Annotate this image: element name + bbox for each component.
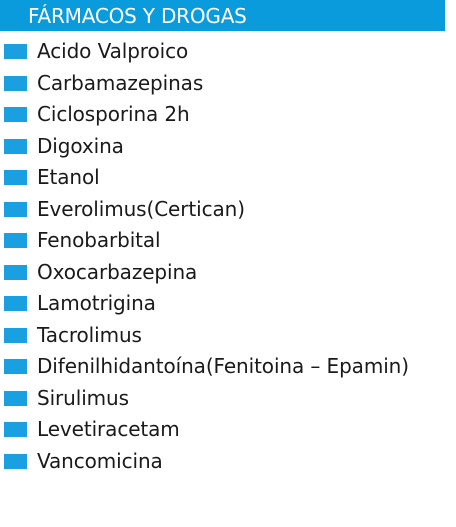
square-bullet-icon <box>4 233 27 248</box>
square-bullet-icon <box>4 265 27 280</box>
list-item-label: Digoxina <box>37 132 124 160</box>
list-item-label: Difenilhidantoína(Fenitoina – Epamin) <box>37 352 409 380</box>
list-item-label: Ciclosporina 2h <box>37 100 190 128</box>
square-bullet-icon <box>4 107 27 122</box>
square-bullet-icon <box>4 391 27 406</box>
square-bullet-icon <box>4 202 27 217</box>
square-bullet-icon <box>4 139 27 154</box>
list-item-label: Etanol <box>37 163 100 191</box>
list-item-label: Oxocarbazepina <box>37 258 197 286</box>
list-item-label: Tacrolimus <box>37 321 142 349</box>
list-item-label: Levetiracetam <box>37 415 180 443</box>
square-bullet-icon <box>4 296 27 311</box>
square-bullet-icon <box>4 359 27 374</box>
square-bullet-icon <box>4 328 27 343</box>
list-item-label: Vancomicina <box>37 447 163 475</box>
section-title: FÁRMACOS Y DROGAS <box>28 2 247 30</box>
list-item-label: Fenobarbital <box>37 226 161 254</box>
square-bullet-icon <box>4 76 27 91</box>
list-item-label: Sirulimus <box>37 384 129 412</box>
list-item-label: Everolimus(Certican) <box>37 195 245 223</box>
list-item-label: Carbamazepinas <box>37 69 203 97</box>
square-bullet-icon <box>4 422 27 437</box>
square-bullet-icon <box>4 170 27 185</box>
section-header: FÁRMACOS Y DROGAS <box>0 0 445 31</box>
list-item-label: Acido Valproico <box>37 37 188 65</box>
list-item-label: Lamotrigina <box>37 289 156 317</box>
square-bullet-icon <box>4 454 27 469</box>
square-bullet-icon <box>4 44 27 59</box>
